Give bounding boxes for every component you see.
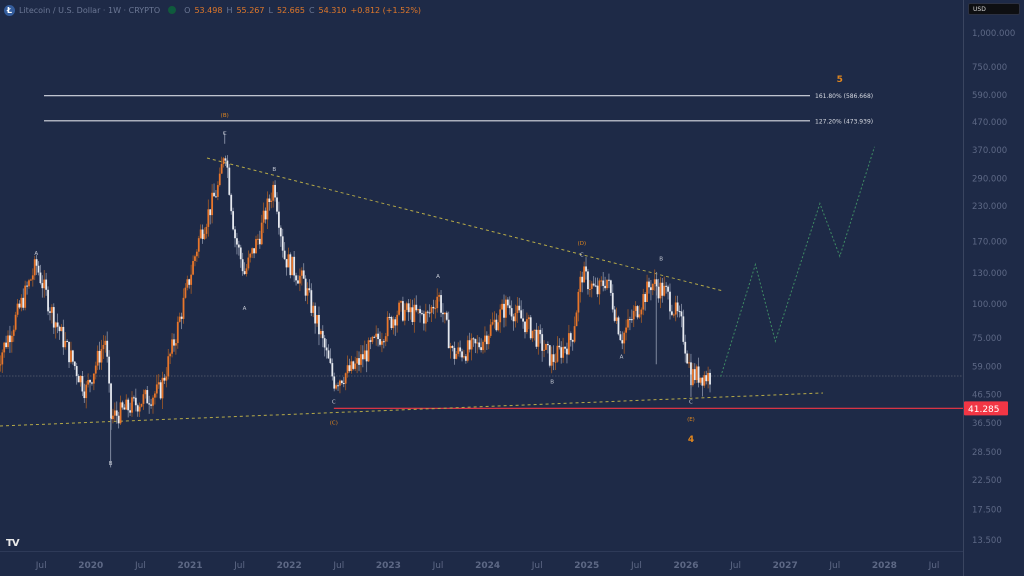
wave-label: A bbox=[436, 274, 440, 280]
tradingview-logo-icon[interactable]: TV bbox=[6, 538, 20, 549]
wave-label: C bbox=[580, 252, 584, 258]
time-tick-label: 2023 bbox=[376, 561, 401, 571]
wave-label: B bbox=[109, 461, 113, 467]
time-tick-label: Jul bbox=[233, 561, 245, 571]
price-change: +0.812 (+1.52%) bbox=[350, 5, 422, 15]
current-price-tag: 41.285 bbox=[964, 401, 1008, 416]
price-tick-label: 230.000 bbox=[972, 202, 1007, 212]
fib-level-label: 161.80% (586.668) bbox=[815, 93, 873, 100]
ohlc-low-key: L bbox=[268, 5, 273, 15]
ohlc-low-value: 52.665 bbox=[276, 5, 305, 15]
wave-label: C bbox=[223, 131, 227, 137]
time-axis-ticks: Jul 2020 Jul 2021 Jul 2022 Jul 2023 Jul 2024 Jul 20… bbox=[35, 561, 940, 571]
ohlc-high-key: H bbox=[226, 5, 233, 15]
price-tag-label: 41.285 bbox=[968, 405, 1000, 415]
lower-triangle-trendline[interactable] bbox=[0, 392, 824, 427]
time-tick-label: 2026 bbox=[673, 561, 698, 571]
time-axis[interactable] bbox=[0, 552, 963, 576]
candlestick-series bbox=[0, 132, 711, 468]
wave-label: A bbox=[243, 306, 247, 312]
wave-labels: A B (B) C A B C (C) A B (D) C A B C (E) 4 5 bbox=[34, 75, 843, 467]
wave-label: B bbox=[550, 379, 554, 385]
time-tick-label: Jul bbox=[134, 561, 146, 571]
time-tick-label: Jul bbox=[332, 561, 344, 571]
time-tick-label: Jul bbox=[928, 561, 940, 571]
time-tick-label: 2020 bbox=[78, 561, 103, 571]
price-tick-label: 370.000 bbox=[972, 146, 1007, 156]
ohlc-high-value: 55.267 bbox=[236, 5, 265, 15]
time-tick-label: 2027 bbox=[773, 561, 798, 571]
price-tick-label: 59.000 bbox=[972, 362, 1002, 372]
price-tick-label: 22.500 bbox=[972, 476, 1002, 486]
ohlc-open-value: 53.498 bbox=[194, 5, 223, 15]
wave-label: C bbox=[332, 400, 336, 406]
ohlc-close-key: C bbox=[308, 5, 315, 15]
price-tick-label: 36.500 bbox=[972, 419, 1002, 429]
ohlc-open-key: O bbox=[184, 5, 191, 15]
price-tick-label: 750.000 bbox=[972, 63, 1007, 73]
price-tick-label: 100.000 bbox=[972, 300, 1007, 310]
price-tick-label: 28.500 bbox=[972, 448, 1002, 458]
price-tag-box bbox=[964, 401, 1008, 416]
litecoin-logo-icon: Ł bbox=[4, 4, 15, 16]
wave-label: A bbox=[34, 251, 38, 257]
price-axis-ticks: 1,000.000 750.000 590.000 470.000 370.000 290… bbox=[972, 29, 1015, 546]
triangle-trendlines[interactable] bbox=[0, 157, 824, 427]
symbol-legend[interactable]: Ł Litecoin / U.S. Dollar · 1W · CRYPTO O… bbox=[4, 3, 421, 17]
projected-wave-path[interactable] bbox=[720, 146, 875, 377]
price-tick-label: 170.000 bbox=[972, 238, 1007, 248]
time-tick-label: Jul bbox=[35, 561, 47, 571]
market-open-dot-icon bbox=[168, 6, 177, 14]
wave-label: A bbox=[620, 355, 624, 361]
wave-label: B bbox=[659, 256, 663, 262]
time-tick-label: Jul bbox=[630, 561, 642, 571]
symbol-title[interactable]: Litecoin / U.S. Dollar · 1W · CRYPTO bbox=[19, 5, 161, 15]
fibonacci-levels[interactable]: 161.80% (586.668) 127.20% (473.939) bbox=[44, 93, 873, 125]
price-tick-label: 75.000 bbox=[972, 334, 1002, 344]
time-tick-label: 2024 bbox=[475, 561, 500, 571]
ohlc-close-value: 54.310 bbox=[318, 5, 347, 15]
price-tick-label: 470.000 bbox=[972, 118, 1007, 128]
wave-label: 5 bbox=[837, 75, 843, 85]
currency-button[interactable]: USD bbox=[968, 3, 1020, 15]
price-tick-label: 1,000.000 bbox=[972, 29, 1015, 39]
wave-label: (E) bbox=[687, 417, 695, 423]
price-tick-label: 46.500 bbox=[972, 390, 1002, 400]
time-tick-label: Jul bbox=[531, 561, 543, 571]
fib-level-label: 127.20% (473.939) bbox=[815, 118, 873, 125]
wave-label: B bbox=[272, 167, 276, 173]
time-tick-label: 2022 bbox=[277, 561, 302, 571]
price-tick-label: 290.000 bbox=[972, 175, 1007, 185]
time-tick-label: Jul bbox=[828, 561, 840, 571]
price-tick-label: 13.500 bbox=[972, 536, 1002, 546]
wave-label: (D) bbox=[578, 241, 587, 247]
wave-label: (B) bbox=[221, 113, 229, 119]
price-tick-label: 590.000 bbox=[972, 91, 1007, 101]
time-tick-label: Jul bbox=[432, 561, 444, 571]
upper-triangle-trendline[interactable] bbox=[206, 157, 724, 292]
time-tick-label: 2025 bbox=[574, 561, 599, 571]
wave-label: C bbox=[689, 400, 693, 406]
time-tick-label: Jul bbox=[729, 561, 741, 571]
wave-label: 4 bbox=[688, 435, 694, 445]
wave-label: (C) bbox=[330, 420, 338, 426]
price-tick-label: 17.500 bbox=[972, 505, 1002, 515]
time-tick-label: 2028 bbox=[872, 561, 897, 571]
price-axis[interactable] bbox=[964, 0, 1024, 551]
projection-path[interactable] bbox=[720, 146, 875, 377]
price-tick-label: 130.000 bbox=[972, 269, 1007, 279]
time-tick-label: 2021 bbox=[177, 561, 202, 571]
